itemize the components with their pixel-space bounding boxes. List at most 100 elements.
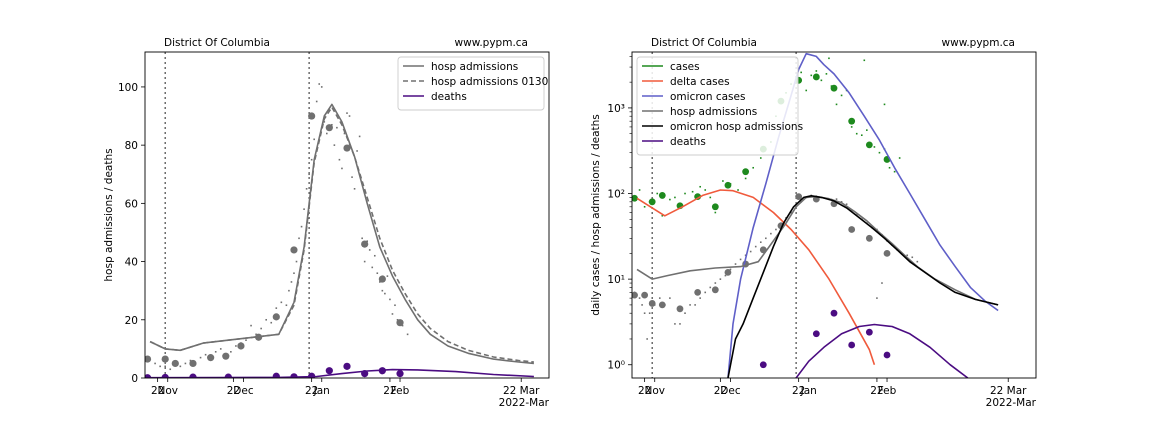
scatter-point [860,134,863,137]
legend-box [636,56,799,156]
scatter-point [245,339,247,341]
scatter-point-weekly [848,226,856,233]
scatter-point [765,237,767,240]
scatter-point-weekly [812,73,820,81]
scatter-point [669,198,671,201]
scatter-point [805,89,808,92]
x-tick-label: 22 Mar [990,385,1027,397]
scatter-point [394,304,396,307]
scatter-point-weekly [795,193,803,201]
scatter-point-weekly [759,361,767,369]
scatter-point [255,333,257,336]
x-tick-label: 22 [383,385,396,397]
scatter-point-weekly [883,249,891,257]
scatter-point [406,333,409,336]
scatter-point [689,304,691,306]
scatter-point [648,312,651,314]
scatter-point [358,135,361,138]
scatter-point [759,241,762,244]
scatter-point-weekly [632,194,638,202]
scatter-point [363,260,366,263]
scatter-point [873,146,876,148]
scatter-point [346,112,348,114]
series-line-omicron-hosp-admissions [727,195,999,378]
plot-area [632,52,999,378]
scatter-point [315,100,318,103]
scatter-point [204,353,207,356]
scatter-point [280,301,283,304]
scatter-point [313,138,315,141]
scatter-point-weekly [308,112,316,120]
chart-cases-hosp-deaths-log: District Of Columbia www.pypm.ca daily c… [590,37,1037,409]
scatter-point [679,323,681,325]
scatter-point [293,272,295,275]
scatter-point-weekly [222,352,230,360]
series-line-hosp-admissions-0130 [149,106,534,363]
scatter-point [694,304,696,306]
x-tick-label: Dec [233,385,254,397]
scatter-point [770,232,772,235]
chart-title-left: District Of Columbia [651,37,757,49]
scatter-point-weekly [865,234,873,242]
scatter-point [366,240,368,242]
scatter-point-weekly [676,305,684,313]
scatter-point-weekly [711,203,719,211]
scatter-point [734,263,737,265]
legend: hosp admissions hosp admissions 0130 death… [397,56,548,111]
x-tick-label: Nov [644,385,665,397]
scatter-point [800,71,802,74]
scatter-point [876,297,878,299]
scatter-point [815,70,818,72]
x-axis-extra-label: 2022-Mar [986,397,1037,409]
scatter-point [643,312,646,314]
scatter-point [214,351,217,353]
scatter-point [401,324,404,327]
scatter-point-weekly [648,198,656,206]
scatter-point-weekly [865,141,873,149]
scatter-point [323,121,326,123]
scatter-point [669,297,671,299]
scatter-point-weekly [658,192,666,199]
scatter-point [744,177,747,180]
scatter-point [825,73,828,75]
scatter-point [866,129,868,131]
scatter-point-weekly [361,240,369,248]
scatter-point [333,144,336,146]
scatter-point [326,132,328,135]
x-tick-label: 22 Mar [503,385,540,397]
scatter-point [709,196,712,199]
scatter-point [790,211,792,214]
legend-label: deaths [670,136,706,148]
axes-frame [144,51,550,379]
scatter-point [714,211,717,214]
legend-label: omicron hosp admissions [670,121,803,133]
scatter-point-weekly [325,367,333,375]
scatter-point [835,198,838,200]
chart-hosp-admissions-deaths: District Of Columbia www.pypm.ca hosp ad… [103,37,550,409]
scatter-point [300,225,303,228]
scatter-point [159,365,161,368]
series-line-delta-cases [636,189,876,365]
scatter-point [250,324,252,327]
scatter-point-weekly [272,313,280,321]
x-tick-label: 22 [227,385,240,397]
x-tick-label: 22 [638,385,651,397]
y-tick-label: 20 [125,315,138,327]
scatter-point [373,254,376,257]
scatter-point [336,126,338,129]
scatter-point [298,237,300,240]
scatter-point [916,260,919,263]
scatter-point [828,57,830,60]
y-tick-label: 10³ [607,103,625,115]
legend-label: cases [670,61,700,73]
scatter-point [265,318,267,321]
scatter-point [351,176,353,178]
scatter-point [709,286,712,289]
scatter-point [643,205,646,208]
legend-label: hosp admissions [670,106,757,118]
scatter-point-weekly [396,319,404,327]
scatter-point-weekly [171,359,179,368]
scatter-point-weekly [290,246,298,254]
scatter-point [729,268,732,271]
scatter-point [840,201,843,203]
